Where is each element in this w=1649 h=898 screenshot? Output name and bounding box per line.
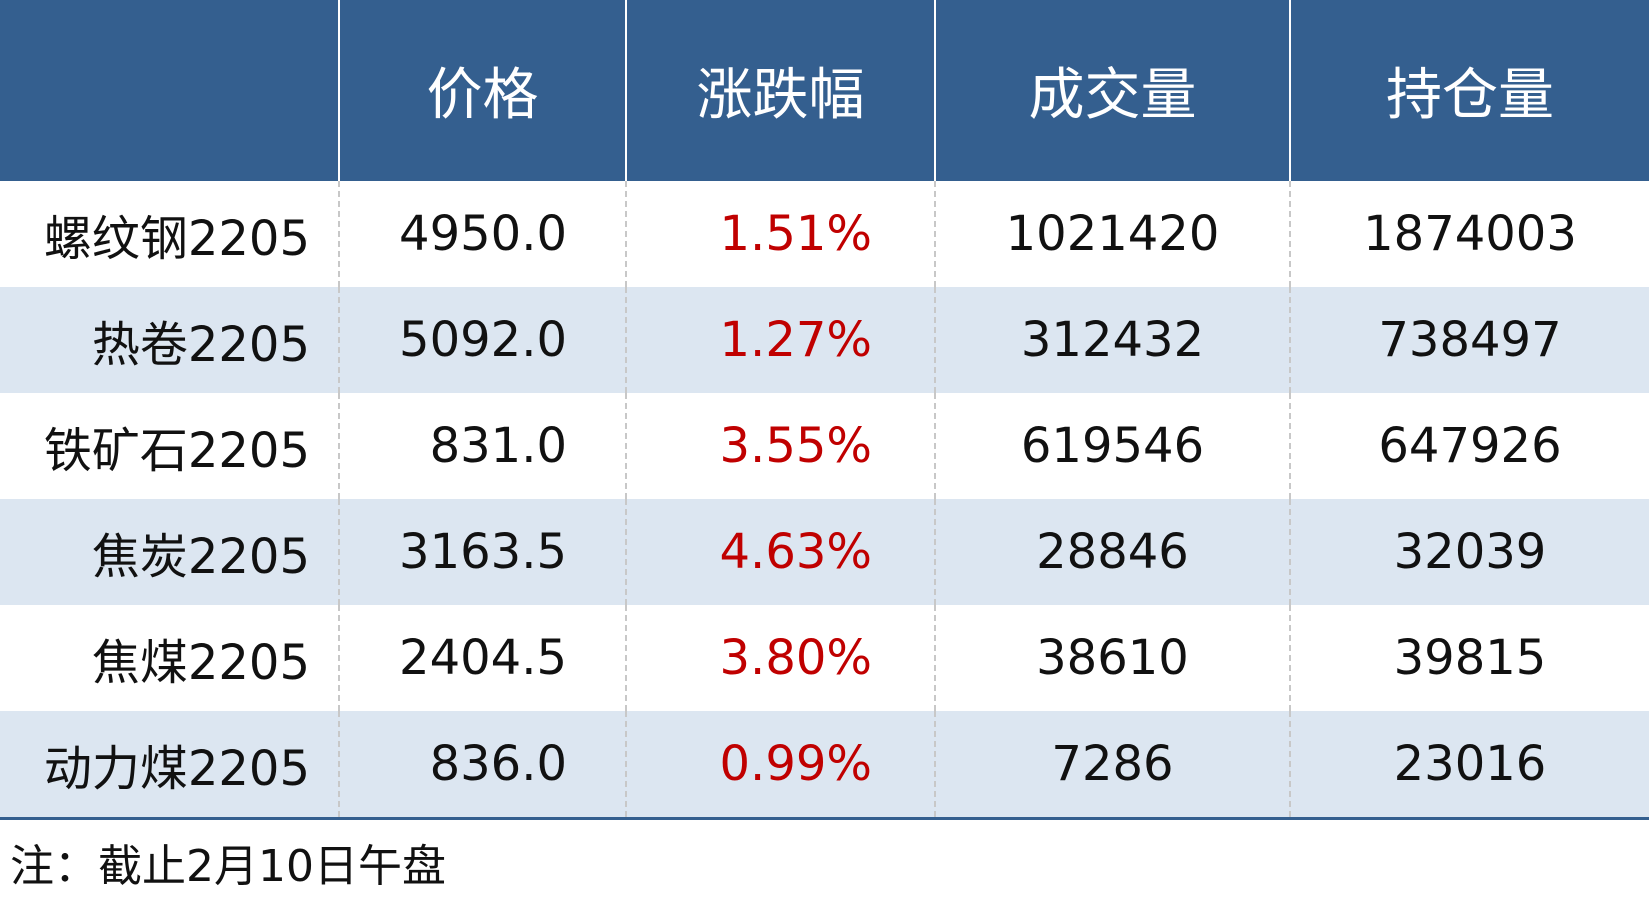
table-cell: 1874003 [1291,181,1649,287]
table-cell: 1.51% [627,181,936,287]
table-bottom-rule [0,816,1649,820]
table-cell: 28846 [936,499,1291,605]
table-cell: 4950.0 [340,181,627,287]
table-cell: 3.80% [627,605,936,711]
table-cell: 23016 [1291,711,1649,817]
table-cell: 32039 [1291,499,1649,605]
column-header: 持仓量 [1291,0,1649,181]
column-header: 成交量 [936,0,1291,181]
row-label: 焦炭2205 [0,499,340,605]
table-cell: 2404.5 [340,605,627,711]
table-cell: 647926 [1291,393,1649,499]
table-cell: 831.0 [340,393,627,499]
column-header: 价格 [340,0,627,181]
table-cell: 3163.5 [340,499,627,605]
row-label: 铁矿石2205 [0,393,340,499]
row-label: 焦煤2205 [0,605,340,711]
table-cell: 312432 [936,287,1291,393]
table-cell: 738497 [1291,287,1649,393]
table-cell: 3.55% [627,393,936,499]
table-cell: 5092.0 [340,287,627,393]
row-label: 热卷2205 [0,287,340,393]
row-label: 动力煤2205 [0,711,340,817]
table-cell: 38610 [936,605,1291,711]
table-cell: 4.63% [627,499,936,605]
row-label: 螺纹钢2205 [0,181,340,287]
table-cell: 7286 [936,711,1291,817]
table-cell: 1.27% [627,287,936,393]
table-cell: 1021420 [936,181,1291,287]
column-header: 涨跌幅 [627,0,936,181]
table-cell: 836.0 [340,711,627,817]
table-cell: 0.99% [627,711,936,817]
note: 注：截止2月10日午盘 [10,841,446,892]
table-cell: 39815 [1291,605,1649,711]
header-cell [0,0,340,181]
table-cell: 619546 [936,393,1291,499]
